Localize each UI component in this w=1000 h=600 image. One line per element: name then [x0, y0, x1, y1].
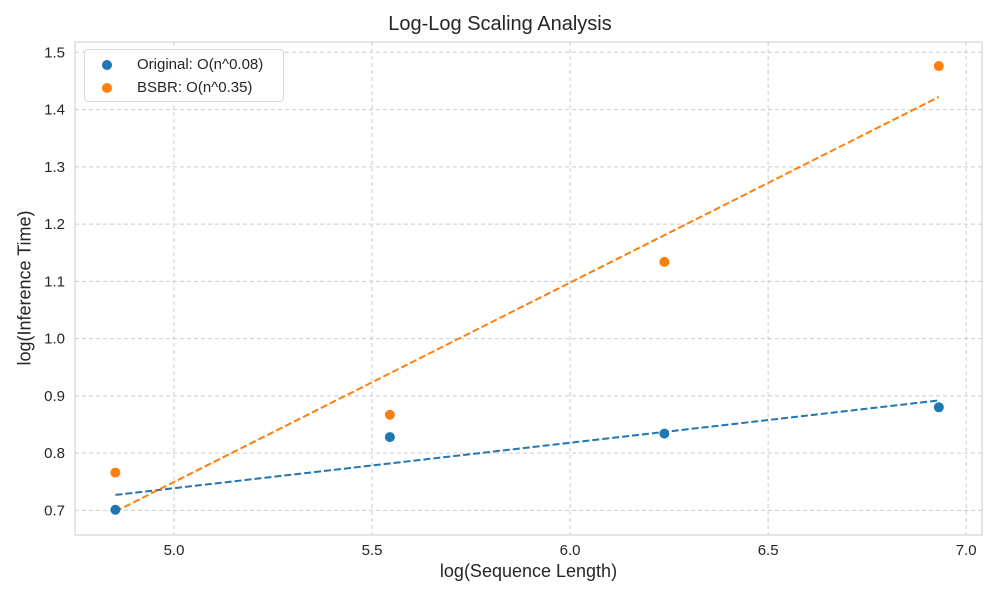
legend: Original: O(n^0.08) BSBR: O(n^0.35) — [84, 49, 284, 102]
data-point-bsbr — [659, 256, 670, 267]
y-axis-label: log(Inference Time) — [14, 210, 35, 366]
y-tick-label: 0.9 — [44, 388, 65, 405]
data-point-bsbr — [110, 467, 121, 478]
legend-entry-bsbr: BSBR: O(n^0.35) — [85, 77, 283, 99]
grid-layer — [75, 42, 982, 535]
data-point-original — [933, 402, 944, 413]
y-tick-label: 0.7 — [44, 502, 65, 519]
data-point-original — [384, 432, 395, 443]
y-tick-label: 1.3 — [44, 159, 65, 176]
x-tick-label: 7.0 — [956, 542, 977, 559]
x-tick-label: 5.5 — [362, 542, 383, 559]
x-tick-label: 5.0 — [164, 542, 185, 559]
y-tick-label: 1.4 — [44, 102, 65, 119]
legend-label-original: Original: O(n^0.08) — [137, 56, 264, 73]
data-point-bsbr — [933, 61, 944, 72]
legend-label-bsbr: BSBR: O(n^0.35) — [137, 79, 253, 96]
tick-labels: 5.0 5.5 6.0 6.5 7.0 0.7 0.8 0.9 1.0 1.1 1.2 1.3 1.4 1… — [44, 44, 976, 559]
chart-title: Log-Log Scaling Analysis — [388, 13, 612, 35]
data-point-original — [110, 504, 121, 515]
x-axis-label: log(Sequence Length) — [439, 561, 618, 581]
data-point-original — [659, 428, 670, 439]
y-tick-label: 1.5 — [44, 44, 65, 61]
y-tick-label: 1.2 — [44, 216, 65, 233]
fit-line-original — [115, 399, 939, 496]
y-tick-label: 1.0 — [44, 331, 65, 348]
x-tick-label: 6.5 — [758, 542, 779, 559]
y-tick-label: 1.1 — [44, 273, 65, 290]
fit-line-bsbr — [114, 96, 940, 513]
data-point-bsbr — [384, 409, 395, 420]
legend-entry-original: Original: O(n^0.08) — [85, 54, 283, 76]
fit-lines — [114, 96, 940, 513]
data-points — [110, 61, 944, 515]
x-tick-label: 6.0 — [560, 542, 581, 559]
axes-frame — [74, 41, 983, 536]
y-tick-label: 0.8 — [44, 445, 65, 462]
legend-marker-original — [102, 60, 112, 70]
legend-marker-bsbr — [102, 83, 112, 93]
